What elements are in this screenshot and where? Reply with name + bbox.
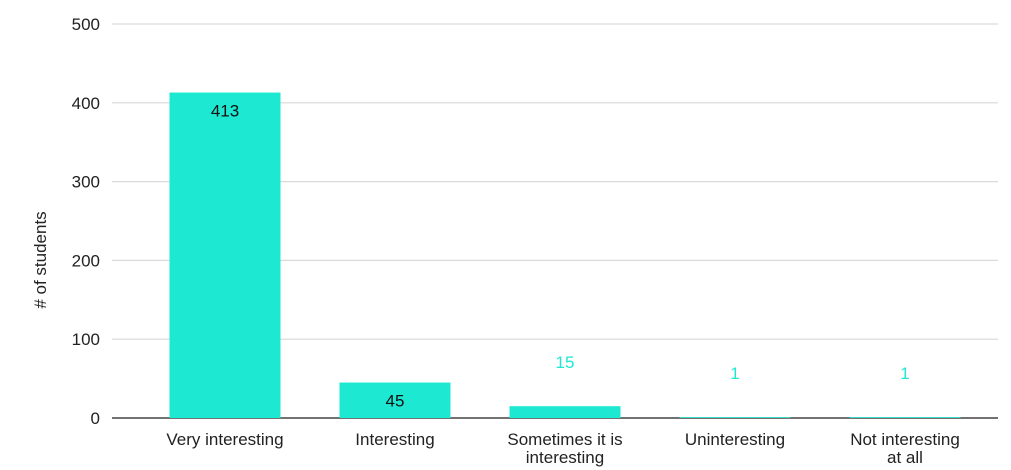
- data-labels: 413 45 15 1 1: [211, 102, 910, 411]
- data-label: 45: [386, 392, 405, 411]
- y-axis-title: # of students: [31, 211, 50, 308]
- x-category-label: interesting: [526, 448, 604, 467]
- bar: [679, 417, 791, 418]
- x-category-label: Uninteresting: [685, 430, 785, 449]
- y-tick-label: 0: [91, 409, 100, 428]
- x-category-label: Not interesting: [850, 430, 960, 449]
- bars: [169, 92, 961, 418]
- data-label: 1: [730, 364, 739, 383]
- x-category-label: at all: [887, 448, 923, 467]
- data-label: 15: [556, 353, 575, 372]
- y-tick-label: 300: [72, 173, 100, 192]
- y-tick-label: 200: [72, 251, 100, 270]
- x-category-label: Very interesting: [166, 430, 283, 449]
- y-tick-label: 500: [72, 15, 100, 34]
- y-axis-ticks: 0 100 200 300 400 500: [72, 15, 100, 428]
- y-tick-label: 400: [72, 94, 100, 113]
- bar: [339, 382, 451, 418]
- x-category-label: Interesting: [355, 430, 434, 449]
- x-category-label: Sometimes it is: [507, 430, 622, 449]
- bar: [169, 92, 281, 418]
- bar: [509, 406, 621, 418]
- data-label: 413: [211, 102, 239, 121]
- bar: [849, 417, 961, 418]
- x-axis-categories: Very interesting Interesting Sometimes it …: [166, 430, 959, 467]
- y-tick-label: 100: [72, 330, 100, 349]
- data-label: 1: [900, 364, 909, 383]
